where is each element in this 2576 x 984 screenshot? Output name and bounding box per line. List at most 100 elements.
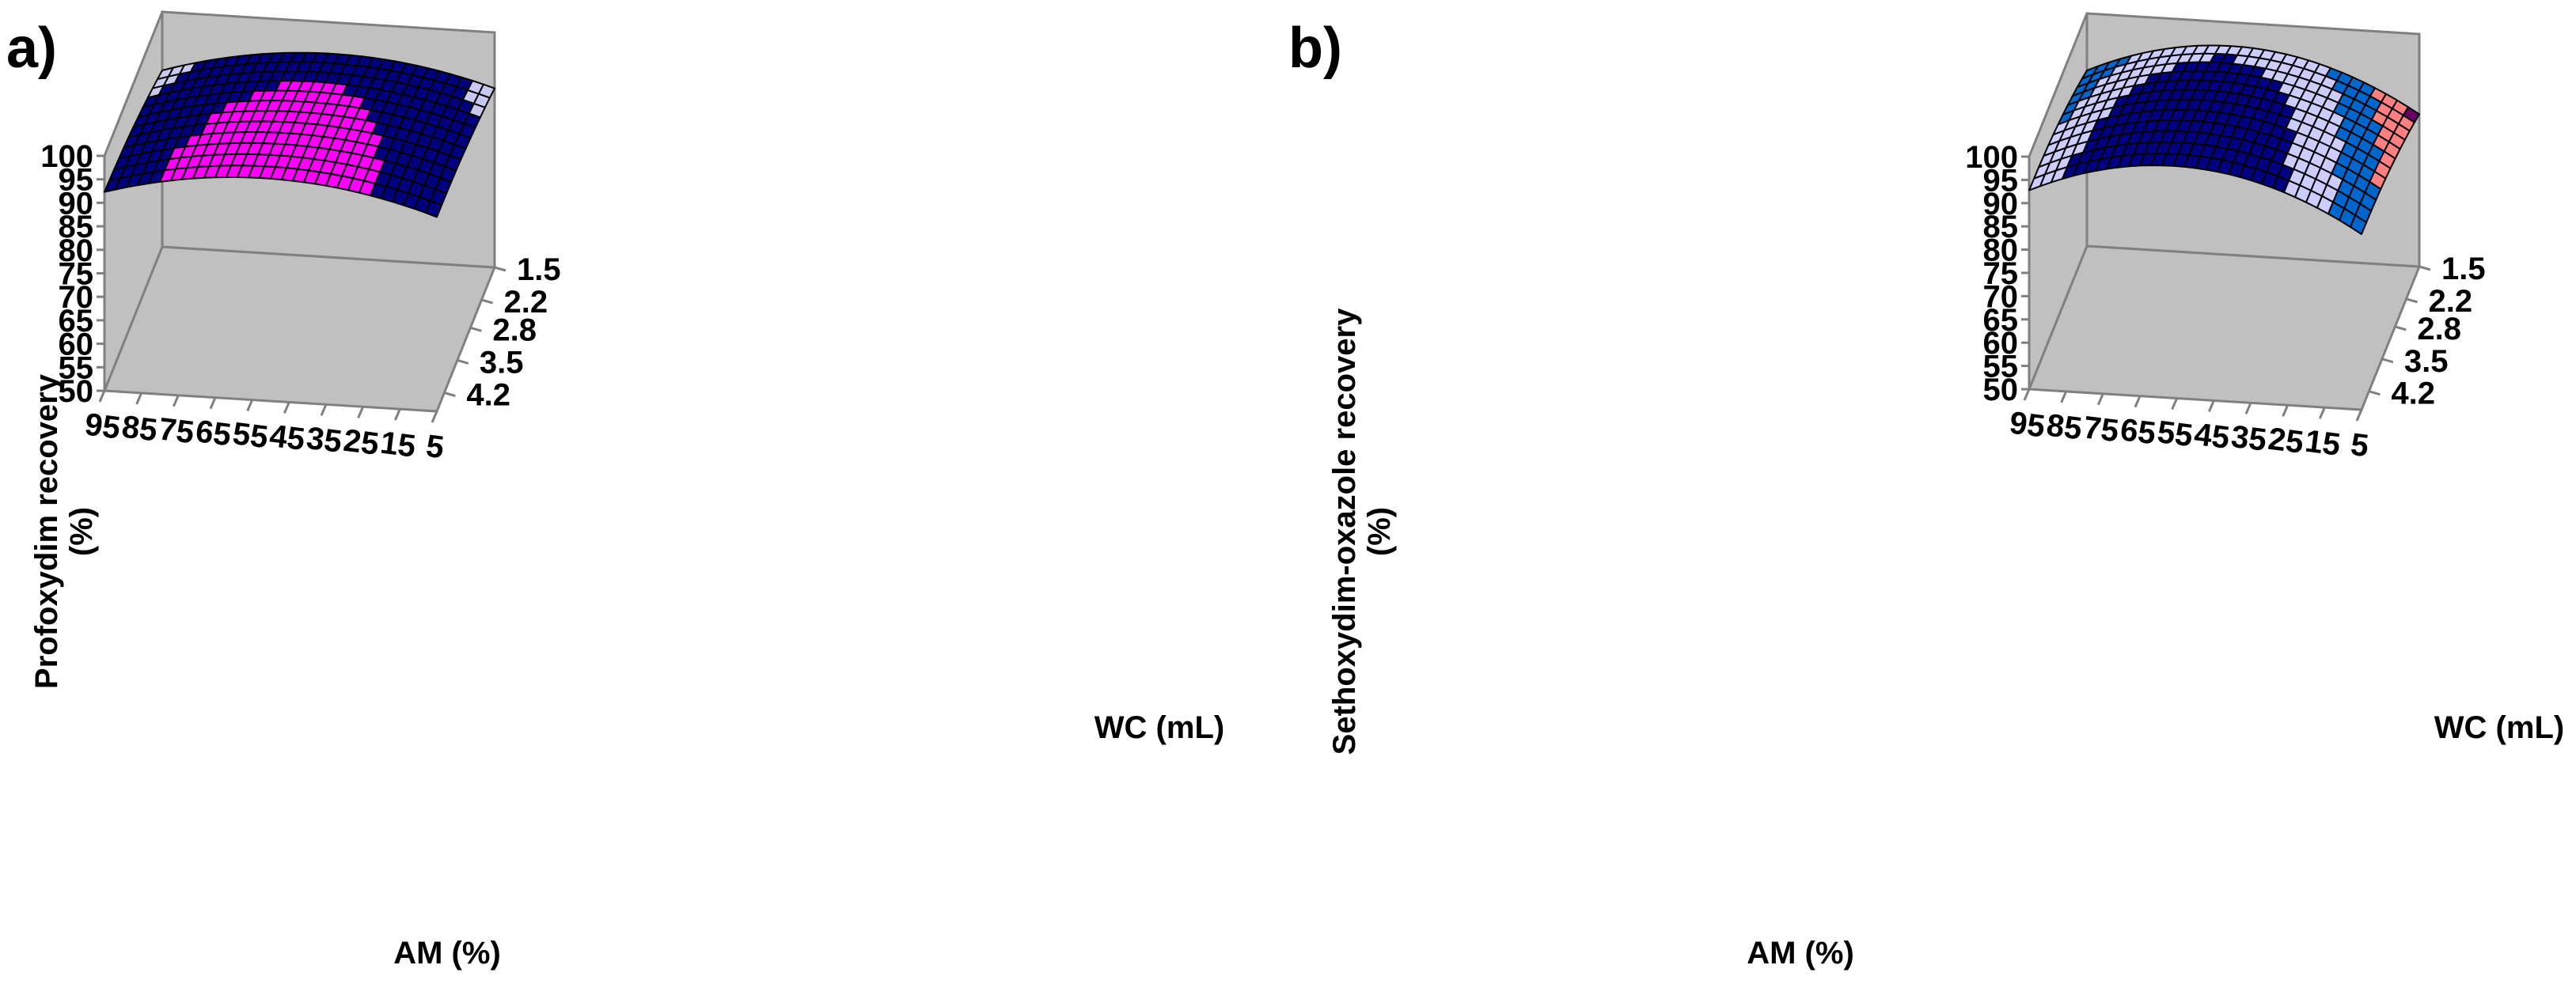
- z-tick-label: 80: [59, 233, 94, 268]
- y-tick-label: 1.5: [2441, 252, 2486, 286]
- z-tick-label: 95: [1983, 163, 2019, 198]
- surface-chart-a: a) 5055606570758085909510095857565554535…: [6, 10, 1224, 971]
- x-tick-mark: [2134, 395, 2142, 408]
- x-tick-label: 95: [2008, 406, 2047, 445]
- z-tick-label: 65: [59, 304, 94, 339]
- y-tick-mark: [2394, 325, 2407, 331]
- z-tick-label: 90: [59, 186, 94, 221]
- x-tick-label: 85: [120, 409, 160, 448]
- floor-wall: [102, 245, 497, 413]
- x-tick-mark: [431, 411, 438, 423]
- x-tick-label: 75: [157, 411, 196, 450]
- z-tick-label: 50: [59, 374, 94, 409]
- y-tick-mark: [2406, 297, 2418, 304]
- x-tick-mark: [357, 406, 365, 418]
- x-tick-label: 75: [2081, 410, 2121, 448]
- y-tick-mark: [494, 266, 506, 272]
- y-tick-mark: [444, 392, 456, 397]
- panel-label: b): [1288, 17, 1342, 80]
- chart-panel-b: b) 50 55 60 65 70 75 80 85 90 95 100 95 85 75 65 55 45 35…: [1288, 0, 2576, 984]
- x-tick-label: 65: [2119, 412, 2158, 451]
- floor-wall: [2027, 244, 2422, 411]
- y-tick-mark: [469, 326, 482, 332]
- z-tick-label: 75: [59, 257, 94, 292]
- tick-layer: 5055606570758085909510095857565554535251…: [1965, 140, 2485, 464]
- x-tick-mark: [135, 392, 143, 405]
- x-tick-label: 65: [194, 414, 233, 452]
- surface-layer: [2028, 44, 2420, 235]
- z-tick-label: 85: [1983, 210, 2019, 244]
- x-tick-label: 5: [2349, 427, 2370, 464]
- x-tick-label: 35: [2229, 419, 2269, 458]
- x-tick-mark: [2171, 397, 2179, 411]
- z-axis-title-unit: (%): [1362, 507, 1397, 556]
- z-tick-label: 100: [40, 139, 93, 174]
- y-tick-label: 2.2: [2429, 284, 2473, 319]
- z-tick-label: 65: [1983, 303, 2019, 338]
- z-tick-label: 55: [1983, 350, 2019, 384]
- x-tick-label: 25: [2267, 422, 2306, 460]
- z-tick-label: 100: [1965, 140, 2018, 175]
- z-tick-label: 75: [1983, 256, 2019, 291]
- x-tick-mark: [2096, 393, 2104, 406]
- x-tick-label: 45: [267, 418, 307, 457]
- x-tick-mark: [2282, 404, 2290, 417]
- x-tick-mark: [2023, 388, 2031, 401]
- x-tick-label: 25: [342, 423, 381, 462]
- y-tick-mark: [2419, 265, 2431, 271]
- x-tick-mark: [2060, 391, 2068, 403]
- y-tick-label: 1.5: [517, 252, 561, 287]
- x-tick-mark: [320, 403, 328, 416]
- x-tick-label: 35: [305, 421, 344, 460]
- z-tick-label: 55: [59, 350, 94, 385]
- z-tick-label: 80: [1983, 233, 2019, 268]
- surface-chart-b: b) 5055606570758085909510095857565554535…: [1288, 12, 2564, 971]
- x-tick-mark: [2318, 407, 2326, 419]
- y-tick-label: 2.8: [492, 312, 537, 347]
- x-tick-label: 95: [83, 407, 123, 446]
- y-tick-mark: [2369, 390, 2381, 396]
- z-tick-label: 95: [59, 163, 94, 198]
- x-axis-title: AM (%): [1747, 936, 1854, 971]
- z-tick-label: 85: [59, 210, 94, 244]
- x-tick-mark: [246, 399, 254, 412]
- x-tick-mark: [2244, 402, 2252, 414]
- tick-layer: 5055606570758085909510095857565554535251…: [40, 139, 560, 465]
- x-tick-label: 5: [424, 429, 446, 465]
- y-tick-label: 3.5: [480, 345, 524, 380]
- x-tick-label: 15: [378, 426, 418, 464]
- chart-panel-a: a) 50 55 60 65 70 75 80 85 90 95 100 95 85 75 65 55 45 35…: [6, 10, 1224, 971]
- surface-cell: [2350, 214, 2368, 235]
- y-tick-mark: [457, 358, 469, 365]
- y-axis-title: WC (mL): [1095, 710, 1224, 745]
- z-tick-label: 60: [1983, 326, 2019, 361]
- x-tick-label: 15: [2303, 424, 2343, 463]
- z-axis-title-unit: (%): [64, 507, 99, 556]
- y-tick-label: 3.5: [2404, 344, 2449, 379]
- x-tick-label: 55: [231, 416, 271, 455]
- x-tick-mark: [283, 401, 290, 414]
- surface-cell: [425, 200, 443, 218]
- y-tick-mark: [2381, 358, 2394, 364]
- y-tick-label: 2.8: [2417, 312, 2461, 346]
- z-tick-label: 70: [1983, 279, 2019, 314]
- z-tick-label: 60: [59, 327, 94, 362]
- x-tick-mark: [393, 408, 401, 421]
- surface-layer: [104, 51, 495, 218]
- x-tick-label: 55: [2156, 414, 2195, 453]
- z-axis-title: Sethoxydim-oxazole recovery: [1327, 308, 1362, 755]
- y-axis-title: WC (mL): [2434, 710, 2564, 745]
- y-tick-mark: [481, 298, 493, 305]
- panel-label: a): [6, 17, 57, 80]
- z-tick-label: 70: [59, 280, 94, 315]
- x-tick-mark: [172, 395, 180, 407]
- x-axis-title: AM (%): [393, 936, 501, 971]
- z-axis-title: Profoxydim recovery: [29, 373, 64, 689]
- y-tick-label: 4.2: [466, 378, 510, 413]
- z-tick-label: 90: [1983, 187, 2019, 221]
- y-tick-label: 2.2: [504, 285, 548, 320]
- x-tick-label: 45: [2192, 417, 2232, 456]
- x-tick-label: 85: [2045, 407, 2085, 446]
- x-tick-mark: [2207, 399, 2215, 413]
- x-tick-mark: [98, 390, 106, 403]
